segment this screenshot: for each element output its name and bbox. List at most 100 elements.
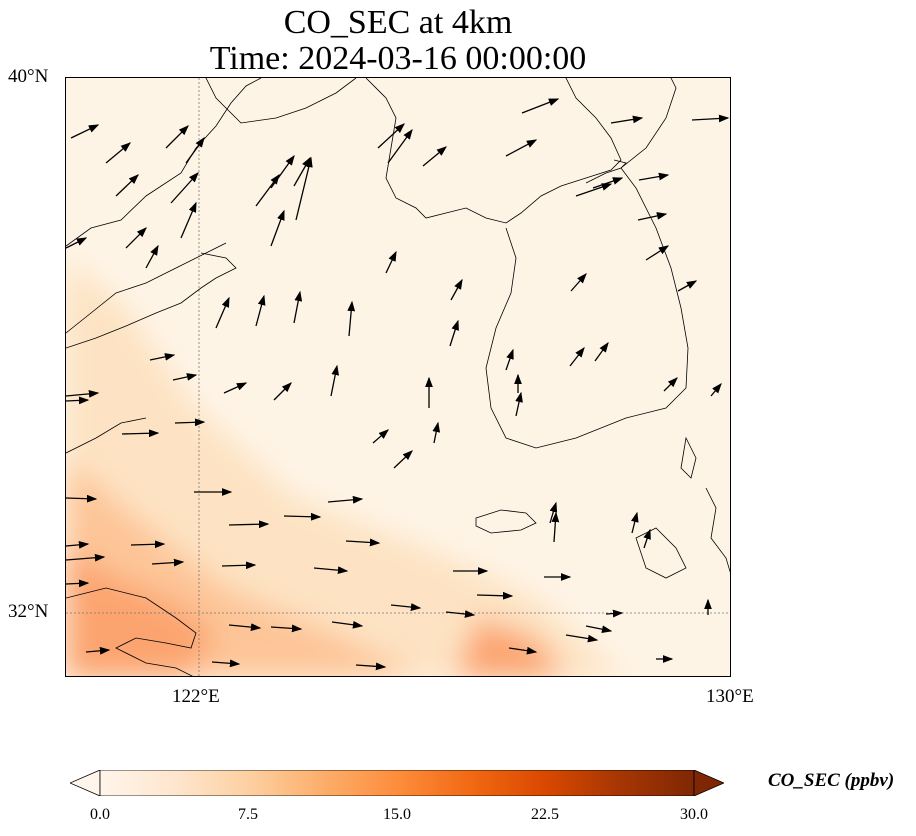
wind-arrow [273, 382, 292, 401]
wind-arrow [450, 278, 463, 301]
border-yalu [585, 159, 627, 184]
wind-arrow [66, 540, 90, 549]
wind-arrow [387, 128, 413, 164]
wind-arrow [270, 624, 303, 633]
wind-arrow [645, 245, 670, 261]
lat-label-32n: 32°N [8, 601, 49, 622]
coast-korea-east [620, 78, 677, 169]
wind-arrow [594, 341, 609, 362]
wind-arrow [331, 620, 364, 629]
wind-arrow [355, 662, 387, 671]
wind-arrow [121, 429, 160, 438]
map-canvas [66, 78, 730, 676]
lon-label-122e: 122°E [172, 686, 220, 707]
wind-arrow [115, 174, 139, 197]
wind-arrow [85, 646, 111, 655]
wind-arrow [215, 296, 230, 329]
map-title: CO_SEC at 4km [283, 4, 513, 41]
colorbar-tick-4: 30.0 [680, 806, 708, 823]
coast-tsushima [680, 436, 697, 479]
wind-arrow [505, 139, 538, 157]
wind-arrow [105, 142, 131, 164]
wind-arrow [327, 495, 364, 504]
wind-arrow [393, 450, 413, 469]
plume-strong-offshore [456, 618, 565, 676]
colorbar-extend-min [68, 769, 101, 797]
wind-arrow [347, 300, 356, 337]
wind-arrow [515, 391, 523, 417]
wind-arrow [569, 346, 585, 367]
colorbar-tick-3: 22.5 [531, 806, 559, 823]
coast-kyushu [705, 487, 730, 573]
wind-arrow [372, 429, 389, 444]
wind-arrow [592, 177, 624, 189]
wind-arrow [585, 625, 613, 634]
wind-arrow [255, 294, 266, 327]
coast-shandong-tip [66, 252, 237, 349]
wind-arrow [570, 273, 587, 292]
map-subtitle-time: Time: 2024-03-16 00:00:00 [209, 40, 587, 77]
wind-arrow [313, 566, 349, 575]
wind-arrow [638, 172, 670, 181]
wind-arrow [165, 125, 189, 149]
wind-arrow [565, 634, 599, 643]
wind-arrow [66, 389, 100, 398]
wind-arrow [631, 511, 639, 534]
wind-arrow [377, 123, 405, 149]
coast-bohai-north [205, 78, 357, 124]
wind-arrow [476, 591, 514, 600]
wind-arrow [172, 373, 198, 381]
wind-arrow [508, 646, 538, 655]
coast-japan-islands [635, 527, 687, 579]
wind-arrow [66, 579, 90, 588]
coast-jiangsu [66, 417, 147, 454]
coast-korea-peninsula [485, 167, 689, 449]
map-panel [65, 77, 731, 677]
wind-arrow [270, 209, 285, 247]
colorbar-tick-2: 15.0 [383, 806, 411, 823]
wind-arrow [385, 250, 397, 274]
wind-arrow [677, 280, 698, 292]
wind-arrow [130, 540, 166, 549]
wind-arrow [270, 154, 295, 189]
wind-arrow [605, 609, 624, 618]
lon-label-130e: 130°E [706, 686, 754, 707]
wind-arrow [449, 319, 459, 347]
wind-arrow [663, 377, 678, 392]
wind-arrow [145, 244, 159, 269]
wind-arrow [330, 364, 340, 397]
colorbar-tick-0: 0.0 [90, 806, 110, 823]
wind-arrow [283, 512, 322, 521]
wind-arrow [390, 603, 422, 611]
wind-arrow [125, 227, 147, 249]
plume-strong-inland [66, 548, 216, 676]
colorbar-extend-max [693, 769, 726, 797]
wind-arrow [66, 494, 98, 503]
wind-arrow [295, 156, 313, 221]
wind-arrow [432, 421, 441, 444]
wind-arrow [575, 183, 613, 197]
wind-arrow [221, 561, 257, 570]
wind-arrow [445, 610, 476, 618]
wind-arrow [710, 383, 722, 397]
wind-arrow [151, 558, 185, 567]
wind-vectors [66, 98, 730, 671]
wind-arrow [293, 290, 303, 324]
wind-arrow [170, 172, 199, 204]
wind-arrow [70, 124, 100, 139]
wind-arrow [610, 115, 644, 124]
gridlines [66, 78, 730, 676]
wind-arrow [180, 201, 197, 239]
colorbar-graphic [68, 769, 726, 797]
concentration-field [66, 258, 624, 676]
wind-arrow [211, 659, 241, 668]
wind-arrow [66, 396, 90, 405]
lat-label-40n: 40°N [8, 66, 49, 87]
coast-jeju [475, 509, 537, 534]
colorbar-tick-1: 7.5 [238, 806, 258, 823]
wind-arrow [549, 501, 558, 524]
wind-arrow [637, 212, 668, 221]
wind-arrow [223, 382, 248, 394]
wind-arrow [66, 237, 88, 249]
wind-arrow [505, 348, 514, 371]
